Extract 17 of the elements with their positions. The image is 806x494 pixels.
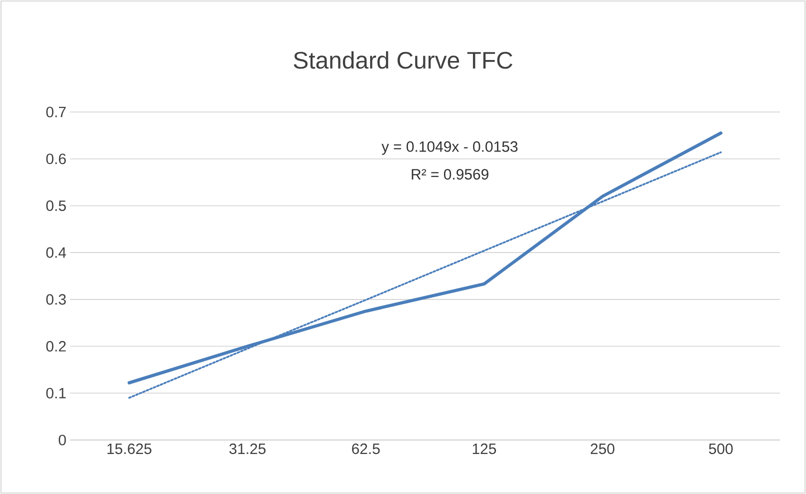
y-tick-label: 0.5 (46, 200, 66, 211)
y-tick-label: 0.7 (46, 106, 66, 118)
chart-title: Standard Curve TFC (294, 51, 512, 69)
annotation: y = 0.1049x - 0.0153 (382, 141, 518, 155)
y-tick-label: 0 (58, 434, 66, 446)
annotation: R² = 0.9569 (412, 169, 488, 180)
y-tick-label: 0.4 (46, 247, 66, 258)
y-tick-label: 0.3 (46, 294, 66, 305)
x-tick-label: 125 (472, 444, 496, 454)
x-tick-label: 500 (708, 444, 733, 454)
x-tick-label: 62.5 (352, 444, 380, 454)
y-tick-label: 0.6 (46, 154, 66, 164)
x-tick-label: 31.25 (229, 444, 266, 454)
x-tick-label: 250 (590, 444, 614, 454)
x-tick-label: 15.625 (107, 444, 152, 454)
y-tick-label: 0.1 (46, 388, 66, 398)
y-tick-label: 0.2 (46, 340, 66, 352)
